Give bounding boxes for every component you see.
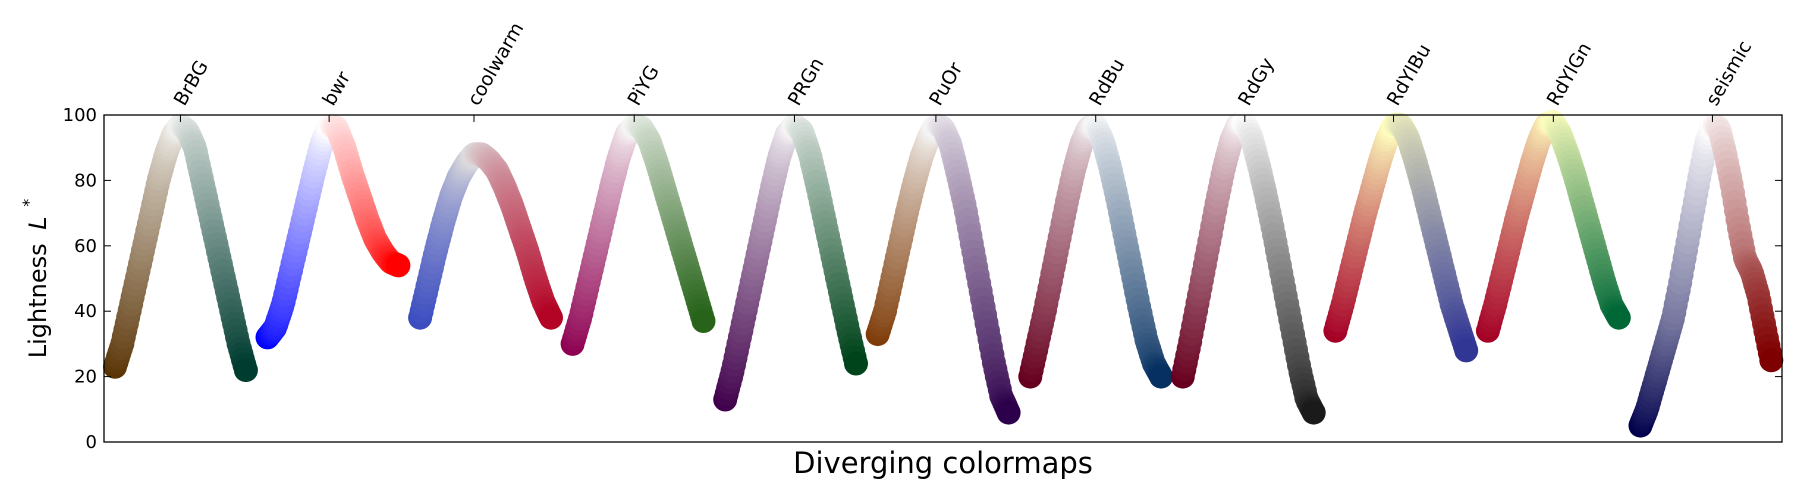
- y-axis-title-superscript: *: [19, 199, 38, 207]
- colormap-series-BrBG: [103, 113, 258, 383]
- data-point: [1301, 400, 1326, 425]
- data-point: [1759, 348, 1784, 373]
- colormap-label-RdYlBu: RdYlBu: [1383, 40, 1436, 109]
- data-point: [1606, 305, 1631, 330]
- colormap-series-coolwarm: [408, 142, 563, 330]
- colormap-series-RdYlGn: [1475, 109, 1631, 343]
- data-point: [539, 305, 563, 330]
- data-point: [1454, 338, 1479, 363]
- colormap-label-bwr: bwr: [318, 68, 355, 110]
- colormap-labels: BrBG bwr coolwarm PiYG PRGn PuOr RdBu RdGy RdYlB…: [170, 19, 1757, 122]
- plot-area: [103, 109, 1784, 438]
- data-point: [386, 253, 411, 278]
- data-point: [691, 309, 716, 333]
- y-tick-label: 20: [74, 367, 97, 388]
- colormap-label-seismic: seismic: [1702, 37, 1757, 109]
- y-tick-label: 80: [74, 170, 97, 191]
- data-point: [844, 351, 868, 376]
- y-axis-title-word: Lightness: [24, 243, 52, 358]
- data-point: [996, 400, 1021, 425]
- y-axis: 0 20 40 60 80 100: [63, 105, 1782, 453]
- colormap-series-PiYG: [560, 112, 716, 356]
- colormap-series-PRGn: [713, 113, 868, 412]
- colormap-label-BrBG: BrBG: [170, 57, 213, 110]
- colormap-label-PuOr: PuOr: [925, 59, 967, 110]
- colormap-label-PiYG: PiYG: [623, 62, 663, 110]
- y-tick-label: 100: [63, 105, 97, 126]
- y-tick-label: 40: [74, 301, 97, 322]
- colormap-series-RdBu: [1018, 113, 1174, 389]
- colormap-series-RdYlBu: [1323, 112, 1479, 363]
- colormap-label-RdYlGn: RdYlGn: [1543, 39, 1597, 110]
- colormap-series-RdGy: [1170, 109, 1326, 425]
- colormap-label-RdBu: RdBu: [1085, 55, 1129, 110]
- data-point: [1149, 364, 1174, 389]
- colormap-label-coolwarm: coolwarm: [463, 19, 528, 110]
- axes-frame: [103, 114, 1783, 443]
- y-tick-label: 0: [86, 432, 97, 453]
- y-axis-title-symbol: L: [24, 216, 52, 229]
- colormap-label-PRGn: PRGn: [784, 54, 829, 110]
- x-axis-title: Diverging colormaps: [793, 446, 1093, 480]
- colormap-label-RdGy: RdGy: [1234, 54, 1279, 109]
- colormap-series-seismic: [1628, 112, 1784, 438]
- y-axis-title: Lightness L *: [19, 199, 52, 359]
- data-point: [233, 358, 258, 383]
- colormap-series-bwr: [255, 112, 411, 350]
- y-tick-label: 60: [74, 236, 97, 257]
- colormap-series-PuOr: [865, 113, 1021, 425]
